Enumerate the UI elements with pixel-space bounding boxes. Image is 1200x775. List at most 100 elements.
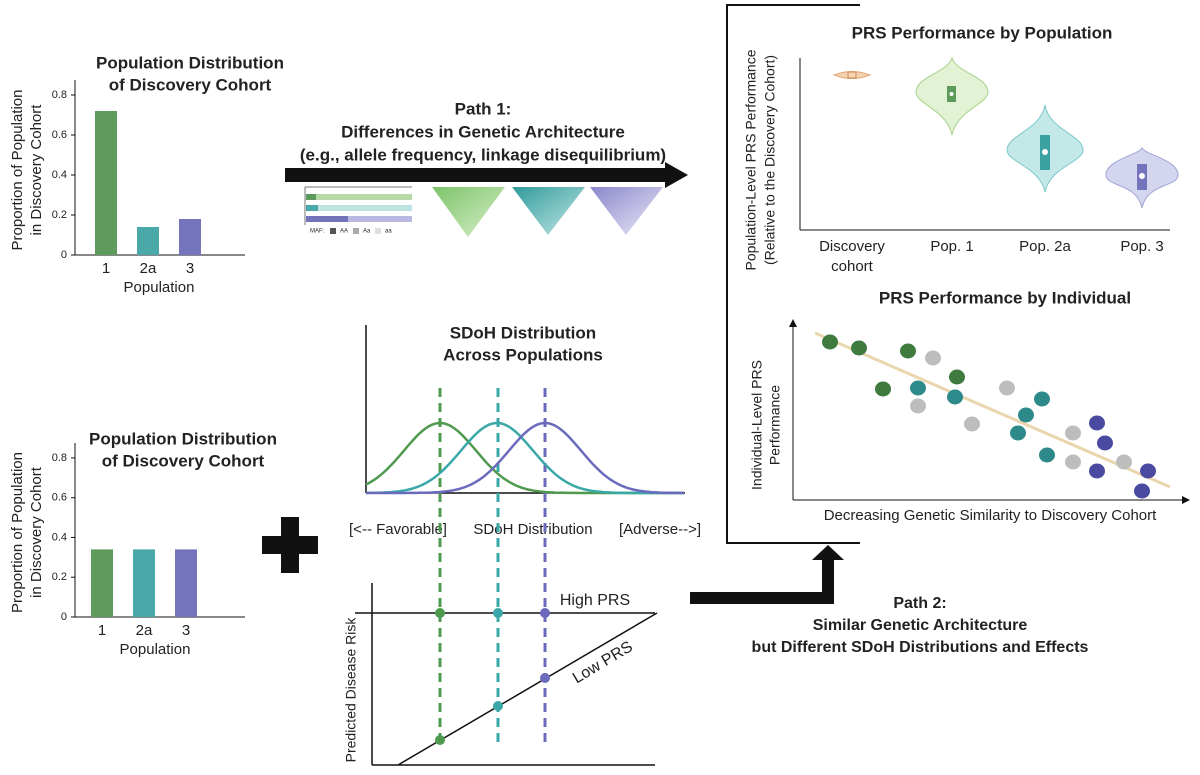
sdoh-axis-label: [Adverse-->] bbox=[619, 521, 701, 538]
violin-median bbox=[1042, 149, 1048, 155]
risk-point bbox=[540, 673, 550, 683]
scatter-point bbox=[1039, 447, 1055, 463]
y-tick-label: 0.4 bbox=[52, 531, 67, 543]
scatter-point bbox=[1065, 454, 1081, 470]
scatter-point bbox=[964, 416, 980, 432]
violin-box bbox=[847, 71, 857, 79]
y-axis-label: in Discovery Cohort bbox=[28, 104, 45, 236]
path2-arrow bbox=[690, 545, 844, 604]
maf-bar bbox=[306, 205, 412, 211]
y-tick-label: 0.2 bbox=[52, 209, 67, 221]
bar bbox=[175, 549, 197, 617]
scatter-y-label: Performance bbox=[767, 385, 783, 465]
maf-bar bbox=[306, 194, 412, 200]
x-axis-label: Population bbox=[120, 641, 191, 658]
bar-title: Population Distribution bbox=[96, 53, 284, 72]
y-tick-label: 0 bbox=[61, 611, 67, 623]
x-tick-label: 3 bbox=[182, 622, 190, 639]
x-tick-label: 2a bbox=[140, 260, 157, 277]
maf-bar bbox=[306, 194, 316, 200]
x-tick-label: 3 bbox=[186, 260, 194, 277]
y-tick-label: 0.8 bbox=[52, 452, 67, 464]
scatter-point bbox=[822, 334, 838, 350]
x-tick-label: 2a bbox=[136, 622, 153, 639]
scatter-point bbox=[947, 389, 963, 405]
sdoh-curve bbox=[366, 421, 684, 495]
y-axis-label: Proportion of Population bbox=[9, 452, 26, 613]
bar bbox=[137, 227, 159, 255]
path2-title: Similar Genetic Architecture bbox=[813, 617, 1028, 634]
scatter-point bbox=[1116, 454, 1132, 470]
maf-bar bbox=[306, 216, 412, 222]
scatter-point bbox=[1097, 435, 1113, 451]
scatter-point bbox=[1010, 425, 1026, 441]
scatter-point bbox=[851, 340, 867, 356]
scatter-point bbox=[875, 381, 891, 397]
y-tick-label: 0.4 bbox=[52, 169, 67, 181]
bar bbox=[91, 549, 113, 617]
y-tick-label: 0.8 bbox=[52, 89, 67, 101]
path1-title: (e.g., allele frequency, linkage disequi… bbox=[300, 145, 666, 164]
path2-title: Path 2: bbox=[893, 595, 946, 612]
path1-title: Differences in Genetic Architecture bbox=[341, 122, 625, 141]
violin-category: Pop. 1 bbox=[930, 238, 973, 255]
violin-category: Pop. 2a bbox=[1019, 238, 1071, 255]
violin-median bbox=[1139, 173, 1145, 179]
bar bbox=[95, 111, 117, 255]
violin-title: PRS Performance by Population bbox=[852, 23, 1113, 42]
maf-legend: AA bbox=[340, 229, 348, 235]
legend-swatch bbox=[353, 228, 359, 234]
scatter-point bbox=[910, 398, 926, 414]
sdoh-title: SDoH Distribution bbox=[450, 323, 596, 342]
risk-point bbox=[493, 701, 503, 711]
y-axis-label: Proportion of Population bbox=[9, 90, 26, 251]
maf-legend: Aa bbox=[363, 229, 371, 235]
maf-bar bbox=[306, 216, 348, 222]
sdoh-axis-label: SDoH Distribution bbox=[473, 521, 592, 538]
scatter-point bbox=[925, 350, 941, 366]
scatter-point bbox=[1018, 407, 1034, 423]
legend-swatch bbox=[330, 228, 336, 234]
violin-category: Pop. 3 bbox=[1120, 238, 1163, 255]
sdoh-axis-label: [<-- Favorable] bbox=[349, 521, 447, 538]
y-axis-label: in Discovery Cohort bbox=[28, 466, 45, 598]
maf-bar bbox=[306, 205, 318, 211]
bar-title: Population Distribution bbox=[89, 429, 277, 448]
y-tick-label: 0.6 bbox=[52, 129, 67, 141]
scatter-point bbox=[1089, 463, 1105, 479]
y-tick-label: 0.2 bbox=[52, 571, 67, 583]
scatter-x-label: Decreasing Genetic Similarity to Discove… bbox=[824, 507, 1157, 524]
violin-median bbox=[949, 92, 954, 96]
bar-title: of Discovery Cohort bbox=[109, 75, 272, 94]
x-tick-label: 1 bbox=[102, 260, 110, 277]
scatter-point bbox=[1034, 391, 1050, 407]
x-axis-label: Population bbox=[124, 279, 195, 296]
ld-heatmap bbox=[432, 187, 505, 237]
ld-heatmap bbox=[512, 187, 585, 235]
path1-arrow bbox=[285, 162, 688, 188]
plus-sign bbox=[281, 517, 299, 573]
bar bbox=[179, 219, 201, 255]
scatter-point bbox=[1065, 425, 1081, 441]
trend-line bbox=[814, 331, 1171, 489]
scatter-y-label: Individual-Level PRS bbox=[749, 360, 765, 490]
scatter-point bbox=[1134, 483, 1150, 499]
risk-point bbox=[493, 608, 503, 618]
scatter-point bbox=[1089, 415, 1105, 431]
violin-y-label: Population-Level PRS Performance bbox=[743, 49, 759, 270]
sdoh-curve bbox=[366, 421, 685, 495]
scatter-point bbox=[910, 380, 926, 396]
violin-y-label: (Relative to the Discovery Cohort) bbox=[762, 55, 778, 265]
violin-category: Discovery bbox=[819, 238, 885, 255]
violin bbox=[832, 71, 872, 79]
diagram: Path 1: Differences in Genetic Architect… bbox=[9, 4, 1190, 766]
path2-title: but Different SDoH Distributions and Eff… bbox=[752, 639, 1089, 656]
legend-swatch bbox=[375, 228, 381, 234]
risk-y-label: Predicted Disease Risk bbox=[343, 617, 359, 763]
maf-legend: aa bbox=[385, 229, 392, 235]
scatter-point bbox=[999, 380, 1015, 396]
path1-title: Path 1: bbox=[455, 99, 512, 118]
axis-arrow bbox=[789, 319, 797, 327]
x-tick-label: 1 bbox=[98, 622, 106, 639]
